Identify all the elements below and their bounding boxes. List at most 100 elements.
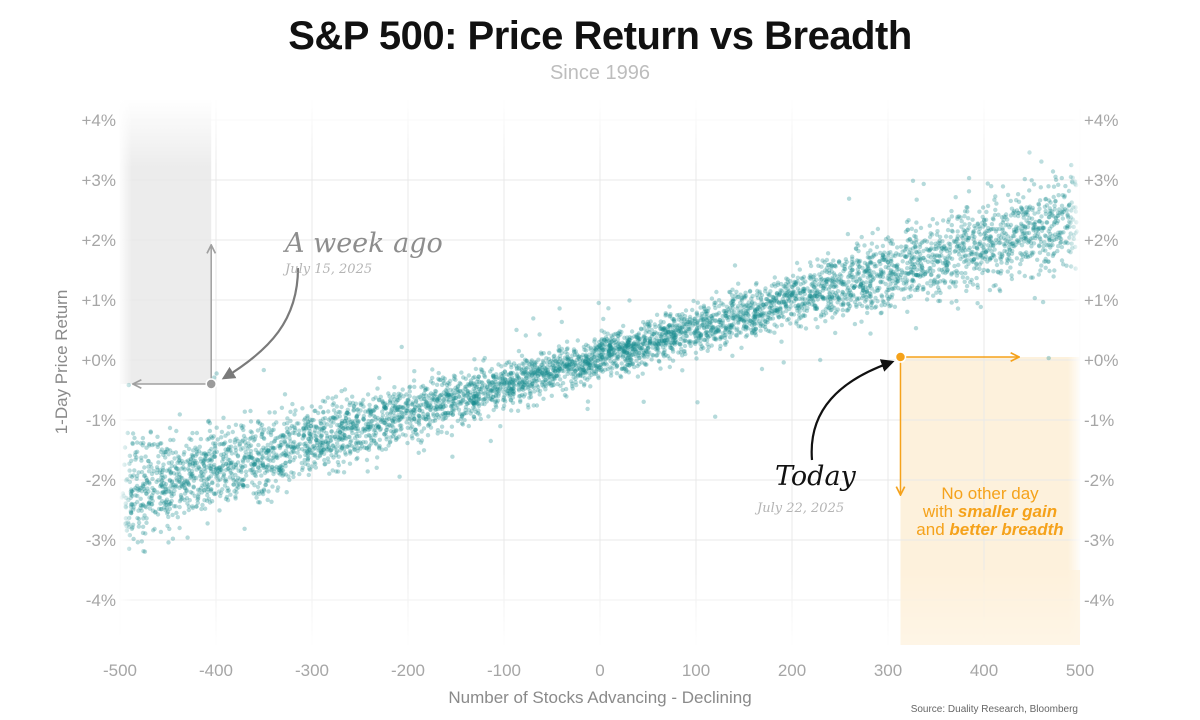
data-point: [798, 315, 803, 320]
data-point: [606, 306, 611, 311]
data-point: [144, 491, 149, 496]
data-point: [607, 348, 612, 353]
data-point: [763, 289, 768, 294]
data-point: [132, 468, 137, 473]
data-point: [975, 245, 980, 250]
data-point: [477, 412, 482, 417]
data-point: [289, 450, 294, 455]
data-point: [182, 510, 187, 515]
data-point: [588, 384, 593, 389]
data-point: [667, 313, 673, 318]
data-point: [328, 448, 334, 453]
data-point: [350, 421, 355, 426]
data-point: [1042, 204, 1048, 209]
data-point: [646, 352, 651, 357]
data-point: [879, 270, 884, 276]
data-point: [673, 337, 678, 343]
data-point: [559, 346, 565, 352]
data-point: [548, 371, 553, 377]
data-point: [899, 244, 904, 249]
data-point: [203, 456, 208, 462]
data-point: [862, 243, 867, 248]
data-point: [466, 373, 472, 378]
data-point: [564, 356, 569, 361]
data-point: [888, 241, 894, 246]
data-point: [223, 496, 229, 502]
data-point: [284, 490, 289, 495]
data-point: [542, 382, 548, 387]
data-point: [272, 410, 277, 415]
data-point: [966, 216, 971, 221]
data-point: [947, 285, 952, 290]
data-point: [344, 397, 349, 402]
data-point: [713, 414, 718, 419]
data-point: [602, 342, 607, 347]
data-point: [900, 259, 905, 264]
data-point: [196, 492, 201, 497]
data-point: [804, 308, 810, 313]
data-point: [747, 288, 753, 294]
data-point: [417, 408, 422, 413]
data-point: [778, 288, 783, 293]
data-point: [535, 384, 541, 390]
data-point: [861, 288, 866, 293]
data-point: [452, 374, 458, 379]
data-point: [1052, 207, 1058, 212]
data-point: [971, 257, 976, 262]
data-point: [211, 454, 217, 459]
data-point: [325, 395, 330, 400]
data-point: [328, 423, 334, 429]
data-point: [147, 443, 152, 448]
data-point: [697, 330, 702, 336]
data-point: [614, 355, 619, 361]
data-point: [256, 489, 261, 494]
data-point: [190, 505, 195, 511]
data-point: [928, 231, 933, 236]
data-point: [376, 398, 382, 403]
data-point: [888, 303, 894, 308]
data-point: [406, 398, 411, 403]
data-point: [514, 327, 519, 333]
data-point: [886, 297, 891, 302]
data-point: [659, 334, 664, 340]
data-point: [212, 491, 217, 497]
data-point: [206, 418, 211, 424]
data-point: [1056, 230, 1061, 235]
data-point: [354, 415, 359, 420]
data-point: [985, 268, 991, 274]
data-point: [382, 420, 387, 426]
data-point: [345, 426, 351, 431]
data-point: [167, 506, 172, 511]
data-point: [1056, 210, 1061, 215]
data-point: [965, 227, 970, 233]
data-point: [314, 425, 319, 430]
data-point: [459, 421, 465, 426]
data-point: [544, 356, 549, 361]
data-point: [300, 465, 305, 470]
data-point: [278, 442, 283, 448]
data-point: [240, 446, 246, 451]
data-point: [280, 468, 285, 473]
data-point: [960, 275, 966, 280]
data-point: [266, 426, 272, 431]
data-point: [566, 356, 572, 361]
data-point: [785, 317, 790, 323]
data-point: [378, 394, 383, 399]
data-point: [602, 337, 607, 343]
data-point: [696, 335, 701, 340]
data-point: [792, 279, 797, 284]
data-point: [206, 436, 212, 441]
data-point: [297, 441, 303, 447]
data-point: [254, 495, 259, 500]
data-point: [144, 478, 150, 483]
data-point: [991, 217, 996, 222]
data-point: [608, 365, 613, 370]
data-point: [829, 269, 834, 274]
data-point: [709, 296, 715, 301]
data-point: [802, 286, 807, 292]
data-point: [1047, 206, 1053, 211]
data-point: [954, 273, 960, 278]
data-point: [580, 352, 586, 358]
data-point: [772, 275, 777, 280]
data-point: [796, 290, 801, 296]
